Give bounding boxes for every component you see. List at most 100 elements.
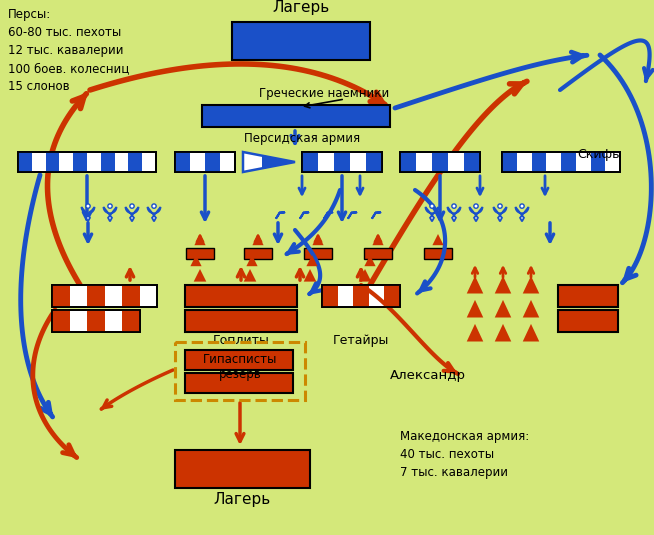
Bar bbox=[128, 152, 142, 172]
Bar bbox=[18, 152, 32, 172]
Bar bbox=[185, 285, 297, 307]
Polygon shape bbox=[194, 269, 206, 281]
Text: Гоплиты: Гоплиты bbox=[213, 334, 269, 347]
Bar bbox=[101, 152, 114, 172]
Polygon shape bbox=[190, 255, 201, 266]
Polygon shape bbox=[247, 255, 258, 266]
Bar bbox=[591, 152, 605, 172]
Bar bbox=[400, 152, 416, 172]
Bar bbox=[202, 105, 390, 127]
Text: Гипасписты
резерв: Гипасписты резерв bbox=[203, 353, 277, 381]
Bar bbox=[73, 152, 87, 172]
Polygon shape bbox=[494, 207, 506, 221]
Text: Македонская армия:
40 тыс. пехоты
7 тыс. кавалерии: Македонская армия: 40 тыс. пехоты 7 тыс.… bbox=[400, 430, 529, 479]
Circle shape bbox=[520, 204, 524, 208]
Polygon shape bbox=[467, 324, 483, 341]
Bar bbox=[175, 152, 190, 172]
Circle shape bbox=[86, 204, 90, 208]
Polygon shape bbox=[82, 207, 94, 221]
Text: Лагерь: Лагерь bbox=[213, 492, 271, 507]
Polygon shape bbox=[494, 276, 511, 294]
Bar bbox=[186, 248, 214, 259]
Polygon shape bbox=[300, 212, 309, 219]
Text: Персидская армия: Персидская армия bbox=[244, 132, 360, 145]
Polygon shape bbox=[515, 207, 528, 221]
Bar bbox=[353, 285, 369, 307]
Text: Гетайры: Гетайры bbox=[333, 334, 389, 347]
Polygon shape bbox=[467, 276, 483, 294]
Circle shape bbox=[152, 204, 156, 208]
Bar bbox=[302, 152, 382, 172]
Text: Греческие наемники: Греческие наемники bbox=[259, 87, 389, 100]
Bar bbox=[302, 152, 382, 172]
Polygon shape bbox=[372, 212, 381, 219]
Bar bbox=[561, 152, 576, 172]
Bar bbox=[502, 152, 620, 172]
Polygon shape bbox=[447, 207, 460, 221]
Bar bbox=[502, 152, 517, 172]
Polygon shape bbox=[276, 212, 285, 219]
Bar bbox=[532, 152, 546, 172]
Bar bbox=[185, 373, 293, 393]
Bar bbox=[424, 248, 452, 259]
Circle shape bbox=[130, 204, 134, 208]
Polygon shape bbox=[348, 212, 357, 219]
Text: Александр: Александр bbox=[390, 369, 466, 381]
Polygon shape bbox=[252, 234, 264, 245]
Text: Скифы: Скифы bbox=[577, 148, 623, 161]
Polygon shape bbox=[313, 234, 324, 245]
Bar bbox=[558, 310, 618, 332]
Bar bbox=[122, 310, 140, 332]
Polygon shape bbox=[103, 207, 116, 221]
Polygon shape bbox=[194, 234, 205, 245]
Bar bbox=[52, 285, 69, 307]
Bar bbox=[366, 152, 382, 172]
Polygon shape bbox=[494, 300, 511, 317]
Bar bbox=[334, 152, 350, 172]
Circle shape bbox=[430, 204, 434, 208]
Bar bbox=[52, 285, 157, 307]
Text: Персы:
60-80 тыс. пехоты
12 тыс. кавалерии
100 боев. колесниц
15 слонов: Персы: 60-80 тыс. пехоты 12 тыс. кавалер… bbox=[8, 8, 129, 93]
Circle shape bbox=[498, 204, 502, 208]
Bar bbox=[385, 285, 400, 307]
Bar bbox=[52, 310, 140, 332]
Polygon shape bbox=[426, 207, 438, 221]
Polygon shape bbox=[523, 300, 540, 317]
Bar bbox=[175, 152, 235, 172]
Polygon shape bbox=[494, 324, 511, 341]
Bar bbox=[244, 248, 272, 259]
Polygon shape bbox=[467, 300, 483, 317]
Bar bbox=[52, 310, 140, 332]
Polygon shape bbox=[243, 152, 295, 172]
Bar bbox=[175, 342, 305, 400]
Bar bbox=[322, 285, 337, 307]
Bar bbox=[175, 152, 235, 172]
Bar bbox=[122, 285, 139, 307]
Bar bbox=[364, 248, 392, 259]
Polygon shape bbox=[126, 207, 139, 221]
Bar bbox=[322, 285, 400, 307]
Bar bbox=[87, 310, 105, 332]
Bar bbox=[205, 152, 220, 172]
Bar bbox=[18, 152, 156, 172]
Bar bbox=[52, 310, 69, 332]
Bar bbox=[185, 350, 293, 370]
Bar bbox=[175, 450, 310, 488]
Bar bbox=[502, 152, 620, 172]
Bar bbox=[302, 152, 318, 172]
Polygon shape bbox=[523, 276, 540, 294]
Circle shape bbox=[108, 204, 112, 208]
Bar bbox=[232, 22, 370, 60]
Polygon shape bbox=[262, 155, 295, 169]
Polygon shape bbox=[307, 255, 318, 266]
Bar bbox=[52, 285, 157, 307]
Circle shape bbox=[474, 204, 478, 208]
Polygon shape bbox=[303, 269, 317, 281]
Polygon shape bbox=[523, 324, 540, 341]
Bar bbox=[558, 285, 618, 307]
Bar bbox=[87, 285, 105, 307]
Bar bbox=[432, 152, 448, 172]
Bar bbox=[18, 152, 156, 172]
Bar bbox=[185, 310, 297, 332]
Circle shape bbox=[452, 204, 456, 208]
